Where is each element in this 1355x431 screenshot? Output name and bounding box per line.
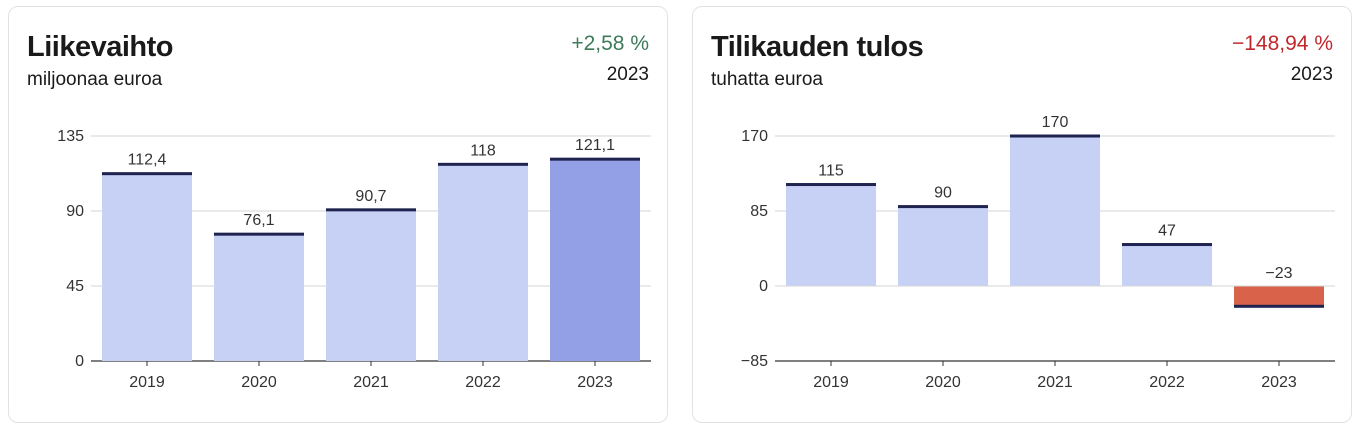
x-tick-label: 2021 — [1037, 374, 1073, 391]
y-tick-label: 0 — [75, 353, 84, 370]
y-tick-label: 85 — [750, 203, 768, 220]
data-label: 76,1 — [243, 212, 274, 229]
y-tick-label: 0 — [759, 278, 768, 295]
bar-cap-2020 — [898, 205, 988, 209]
bar-cap-2022 — [438, 162, 528, 166]
bar-2022 — [1122, 244, 1212, 286]
bar-cap-2023 — [1234, 304, 1324, 308]
year-label: 2023 — [606, 64, 649, 85]
data-label: 118 — [470, 142, 496, 159]
x-tick-label: 2023 — [1261, 374, 1297, 391]
data-label: 170 — [1042, 114, 1069, 131]
bar-2019 — [786, 184, 876, 286]
chart-title: Tilikauden tulos — [711, 31, 924, 63]
data-label: 90 — [934, 185, 952, 202]
bar-2021 — [326, 209, 416, 361]
profit-card: Tilikauden tulos tuhatta euroa −148,94 %… — [692, 6, 1352, 423]
data-label: −23 — [1265, 265, 1292, 282]
bar-cap-2023 — [550, 157, 640, 161]
data-label: 112,4 — [128, 152, 167, 169]
chart-subtitle: tuhatta euroa — [711, 69, 823, 90]
bar-2023 — [1234, 286, 1324, 307]
profit-bar-chart: −85 0 85 170 115 2019 90 2020 170 2021 47 2022 −23 20… — [741, 114, 1335, 391]
bar-2019 — [102, 173, 192, 361]
data-label: 90,7 — [355, 188, 386, 205]
x-tick-label: 2019 — [129, 374, 165, 391]
bar-2021 — [1010, 136, 1100, 286]
data-label: 121,1 — [575, 137, 615, 154]
chart-subtitle: miljoonaa euroa — [27, 69, 163, 90]
bar-2020 — [214, 234, 304, 361]
bar-cap-2022 — [1122, 243, 1212, 247]
data-label: 47 — [1158, 223, 1176, 240]
bar-cap-2019 — [102, 172, 192, 176]
year-label: 2023 — [1290, 64, 1333, 85]
y-tick-label: −85 — [741, 353, 768, 370]
y-tick-label: 45 — [66, 278, 84, 295]
revenue-card: Liikevaihto miljoonaa euroa +2,58 % 2023… — [8, 6, 668, 423]
bar-cap-2021 — [326, 208, 416, 212]
y-tick-label: 170 — [741, 128, 768, 145]
revenue-bar-chart: 0 45 90 135 112,4 2019 76,1 2020 90,7 2021 118 2022… — [57, 128, 651, 391]
bar-cap-2019 — [786, 183, 876, 187]
y-tick-label: 90 — [66, 203, 84, 220]
change-percent: −148,94 % — [1231, 32, 1333, 55]
x-tick-label: 2023 — [577, 374, 613, 391]
chart-title: Liikevaihto — [27, 31, 174, 63]
bar-cap-2021 — [1010, 134, 1100, 138]
x-tick-label: 2020 — [241, 374, 277, 391]
bar-cap-2020 — [214, 232, 304, 236]
bar-2022 — [438, 164, 528, 361]
x-tick-label: 2021 — [353, 374, 389, 391]
x-tick-label: 2019 — [813, 374, 849, 391]
data-label: 115 — [818, 163, 844, 180]
x-tick-label: 2022 — [465, 374, 501, 391]
x-tick-label: 2022 — [1149, 374, 1185, 391]
change-percent: +2,58 % — [571, 32, 649, 55]
x-tick-label: 2020 — [925, 374, 961, 391]
bar-2023 — [550, 159, 640, 361]
bar-2020 — [898, 206, 988, 286]
y-tick-label: 135 — [57, 128, 84, 145]
